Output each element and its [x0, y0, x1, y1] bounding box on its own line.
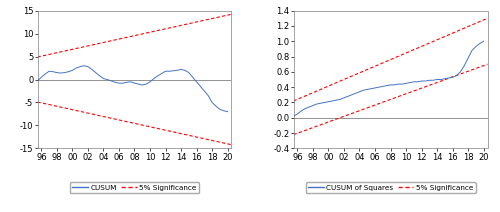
Legend: CUSUM of Squares, 5% Significance: CUSUM of Squares, 5% Significance — [306, 182, 476, 193]
Legend: CUSUM, 5% Significance: CUSUM, 5% Significance — [70, 182, 199, 193]
